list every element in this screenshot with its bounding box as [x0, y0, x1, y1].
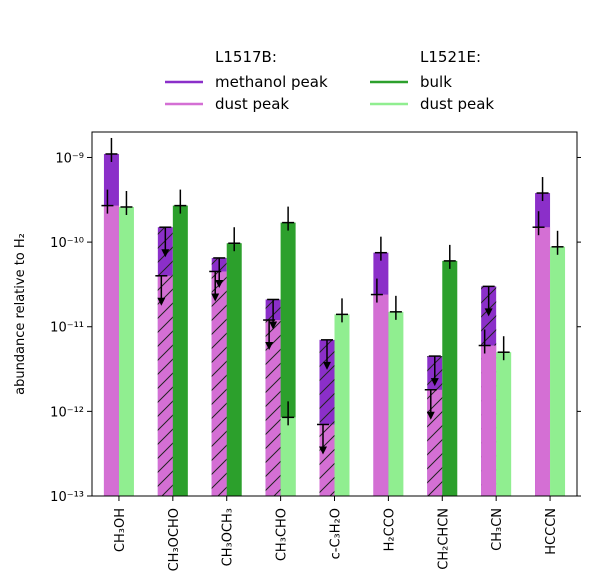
- upper-limit-arrow: [484, 308, 493, 317]
- x-tick-label: CH₃CHO: [275, 508, 290, 561]
- upper-limit-arrow: [426, 411, 435, 420]
- upper-limit-arrow: [323, 361, 331, 370]
- y-tick-label: 10⁻¹²: [50, 405, 84, 420]
- legend-entry-label: methanol peak: [215, 73, 328, 91]
- bar-dust-peak-l1517b: [103, 205, 119, 496]
- bar-hatch: [427, 389, 443, 496]
- bar-dust-peak-l1517b: [373, 294, 389, 496]
- bar-dust-peak-l1521e: [550, 246, 566, 496]
- y-tick-label: 10⁻¹³: [50, 490, 84, 505]
- x-tick-label: CH₃OH: [113, 508, 128, 552]
- x-tick-label: CH₂CHCN: [436, 508, 451, 570]
- bar-bulk: [442, 260, 458, 496]
- bar-dust-peak-l1521e: [334, 314, 350, 496]
- bar-dust-peak-l1521e: [118, 206, 134, 496]
- x-tick-label: CH₃CN: [490, 508, 505, 551]
- bar-hatch: [157, 275, 173, 496]
- bar-dust-peak-l1521e: [280, 417, 296, 496]
- upper-limit-arrow: [265, 342, 274, 351]
- x-tick-label: c-C₃H₂O: [329, 508, 344, 559]
- y-tick-label: 10⁻¹⁰: [50, 236, 84, 251]
- bar-hatch: [265, 320, 281, 496]
- upper-limit-arrow: [430, 378, 439, 387]
- bar-dust-peak-l1517b: [535, 227, 551, 496]
- y-axis-label: abundance relative to H₂: [13, 233, 28, 395]
- legend-entry-label: dust peak: [420, 95, 494, 113]
- legend-entry-label: dust peak: [215, 95, 289, 113]
- bar-dust-peak-l1521e: [496, 352, 512, 496]
- legend-entry-label: bulk: [420, 73, 452, 91]
- upper-limit-arrow: [157, 297, 166, 306]
- bar-hatch: [319, 424, 335, 496]
- upper-limit-arrow: [161, 249, 170, 258]
- x-tick-label: H₂CCO: [382, 508, 397, 551]
- upper-limit-arrow: [215, 279, 224, 288]
- bar-hatch: [211, 271, 227, 496]
- upper-limit-arrow: [319, 446, 327, 455]
- y-tick-label: 10⁻⁹: [55, 151, 84, 166]
- x-tick-label: CH₃OCHO: [167, 508, 182, 571]
- legend: L1517B: methanol peak dust peak L1521E: bulk…: [165, 48, 494, 113]
- x-tick-label: HCCCN: [544, 508, 559, 555]
- bars: [101, 137, 566, 497]
- bar-bulk: [226, 243, 242, 496]
- upper-limit-arrow: [211, 293, 220, 302]
- upper-limit-arrow: [269, 321, 278, 330]
- axes: 10⁻⁹ 10⁻¹⁰ 10⁻¹¹ 10⁻¹² 10⁻¹³ abundance relati…: [13, 131, 581, 571]
- legend-group-title: L1521E:: [420, 48, 481, 66]
- bar-dust-peak-l1517b: [481, 345, 497, 496]
- y-tick-label: 10⁻¹¹: [50, 321, 84, 336]
- bar-dust-peak-l1521e: [388, 311, 404, 496]
- bar-bulk: [172, 205, 188, 496]
- x-tick-label: CH₃OCH₃: [221, 508, 236, 566]
- legend-group-title: L1517B:: [215, 48, 277, 66]
